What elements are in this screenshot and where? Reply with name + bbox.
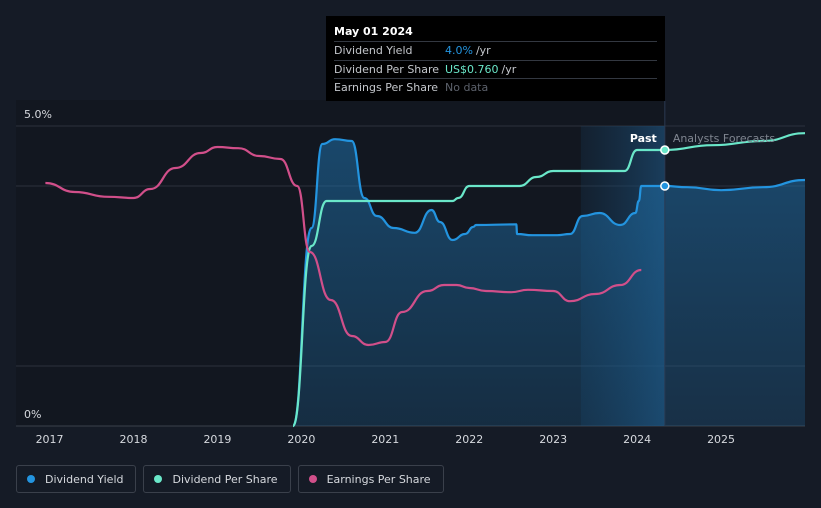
dividend-yield-area bbox=[293, 139, 805, 426]
series-lines bbox=[45, 132, 806, 428]
tooltip: May 01 2024 Dividend Yield 4.0% /yr Divi… bbox=[326, 16, 665, 101]
area-fills bbox=[293, 139, 805, 426]
legend-label: Earnings Per Share bbox=[326, 472, 431, 486]
tooltip-value: US$0.760 bbox=[445, 62, 499, 76]
x-tick-label: 2023 bbox=[539, 433, 567, 446]
legend-dividend-yield[interactable]: Dividend Yield bbox=[16, 465, 137, 493]
y-axis-labels: 5.0% 0% bbox=[24, 108, 52, 421]
x-tick-label: 2017 bbox=[36, 433, 64, 446]
tooltip-label: Dividend Per Share bbox=[334, 62, 440, 76]
tooltip-label: Earnings Per Share bbox=[334, 81, 439, 94]
dividend-yield-marker bbox=[660, 181, 670, 191]
legend-label: Dividend Per Share bbox=[172, 472, 278, 486]
x-tick-label: 2022 bbox=[455, 433, 483, 446]
tooltip-row-dividend-yield: Dividend Yield 4.0% /yr bbox=[334, 41, 657, 60]
x-tick-label: 2020 bbox=[287, 433, 315, 446]
earnings-per-share-line bbox=[45, 145, 642, 347]
tooltip-value: 4.0% bbox=[445, 44, 473, 57]
x-tick-label: 2025 bbox=[707, 433, 735, 446]
forecast-label: Analysts Forecasts bbox=[673, 132, 776, 145]
x-tick-label: 2021 bbox=[371, 433, 399, 446]
dividend-per-share-line bbox=[291, 132, 806, 428]
y-tick-label: 0% bbox=[24, 408, 41, 421]
y-tick-label: 5.0% bbox=[24, 108, 52, 121]
tooltip-label: Dividend Yield bbox=[334, 44, 413, 57]
tooltip-row-earnings-per-share: Earnings Per Share No data bbox=[334, 78, 657, 97]
tooltip-row-dividend-per-share: Dividend Per Share US$0.760 /yr bbox=[334, 59, 657, 79]
x-tick-label: 2019 bbox=[203, 433, 231, 446]
x-tick-label: 2024 bbox=[623, 433, 651, 446]
legend-dot-icon bbox=[27, 475, 35, 483]
tooltip-unit: /yr bbox=[501, 62, 517, 76]
hover-markers bbox=[660, 145, 670, 191]
x-tick-label: 2018 bbox=[120, 433, 148, 446]
legend-dot-icon bbox=[154, 475, 163, 483]
dividend-yield-line bbox=[291, 138, 806, 428]
dividend-per-share-marker bbox=[660, 145, 670, 155]
legend: Dividend Yield Dividend Per Share Earnin… bbox=[16, 465, 444, 493]
x-axis-labels: 2017 2018 2019 2020 2021 2022 2023 2024 2025 bbox=[36, 433, 735, 446]
tooltip-date: May 01 2024 bbox=[334, 25, 413, 38]
past-label: Past bbox=[630, 132, 657, 145]
legend-dividend-per-share[interactable]: Dividend Per Share bbox=[143, 465, 291, 493]
tooltip-value: No data bbox=[445, 81, 489, 94]
legend-dot-icon bbox=[308, 475, 317, 483]
legend-label: Dividend Yield bbox=[45, 472, 124, 486]
tooltip-unit: /yr bbox=[475, 44, 491, 57]
legend-earnings-per-share[interactable]: Earnings Per Share bbox=[297, 465, 444, 493]
